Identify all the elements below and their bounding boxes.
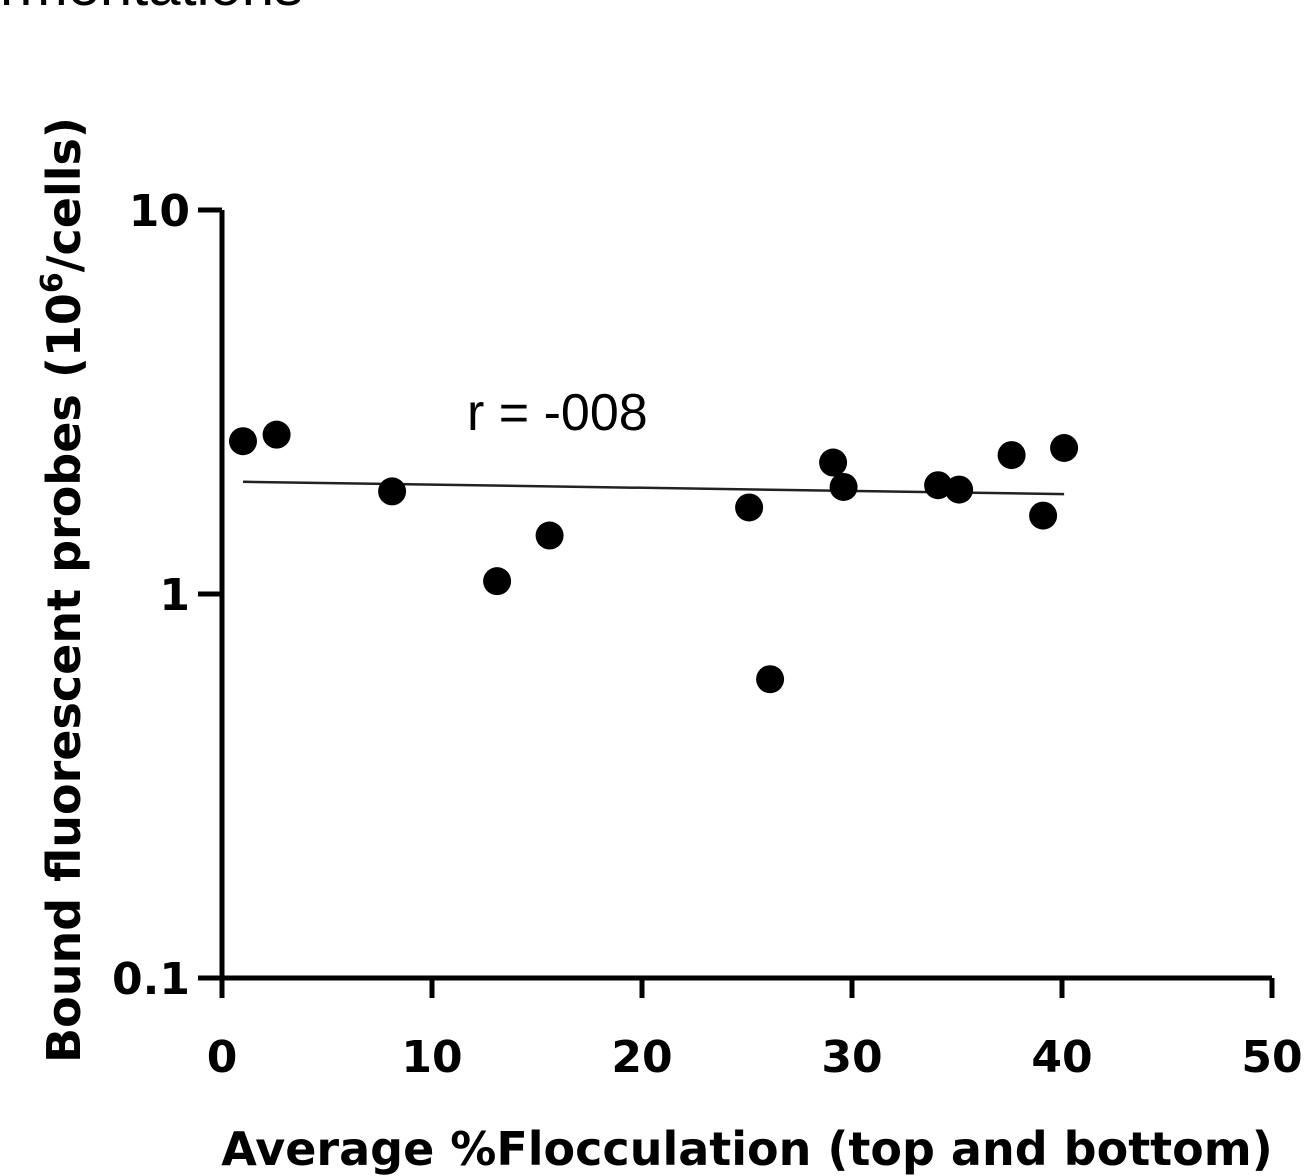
x-tick-label: 20	[611, 1032, 672, 1083]
correlation-annotation: r = -008	[467, 384, 648, 442]
y-tick-label: 10	[129, 186, 190, 237]
y-axis-title-superscript: 6	[35, 272, 70, 293]
data-point	[262, 420, 291, 449]
x-tick-label: 0	[207, 1032, 238, 1083]
data-point	[535, 521, 564, 550]
page-text-fragment: rmentations19	[0, 0, 341, 19]
data-point	[997, 441, 1026, 470]
data-point	[378, 477, 407, 506]
y-axis-title: Bound fluorescent probes (106/cells)	[35, 117, 91, 1063]
y-tick-label: 0.1	[112, 954, 190, 1005]
data-point	[945, 475, 974, 504]
data-point	[924, 471, 953, 500]
data-point	[756, 665, 785, 694]
x-tick-label: 50	[1241, 1032, 1302, 1083]
data-point	[735, 493, 764, 522]
data-point	[1029, 501, 1058, 530]
points-layer	[229, 420, 1079, 694]
y-axis-title-suffix: /cells)	[37, 117, 91, 272]
x-axis-title: Average %Flocculation (top and bottom)	[221, 1122, 1272, 1176]
data-point	[1050, 433, 1079, 462]
x-tick-label: 40	[1031, 1032, 1092, 1083]
data-point	[829, 472, 858, 501]
x-tick-label: 30	[821, 1032, 882, 1083]
ticks: 0 10 20 30 40 50 0.1 1 10	[112, 186, 1303, 1083]
data-point	[483, 567, 512, 596]
data-point	[229, 427, 257, 456]
data-point	[819, 448, 848, 477]
y-tick-label: 1	[159, 570, 190, 621]
x-tick-label: 10	[401, 1032, 462, 1083]
y-axis-title-prefix: Bound fluorescent probes (10	[37, 293, 91, 1063]
axes	[219, 210, 1272, 981]
